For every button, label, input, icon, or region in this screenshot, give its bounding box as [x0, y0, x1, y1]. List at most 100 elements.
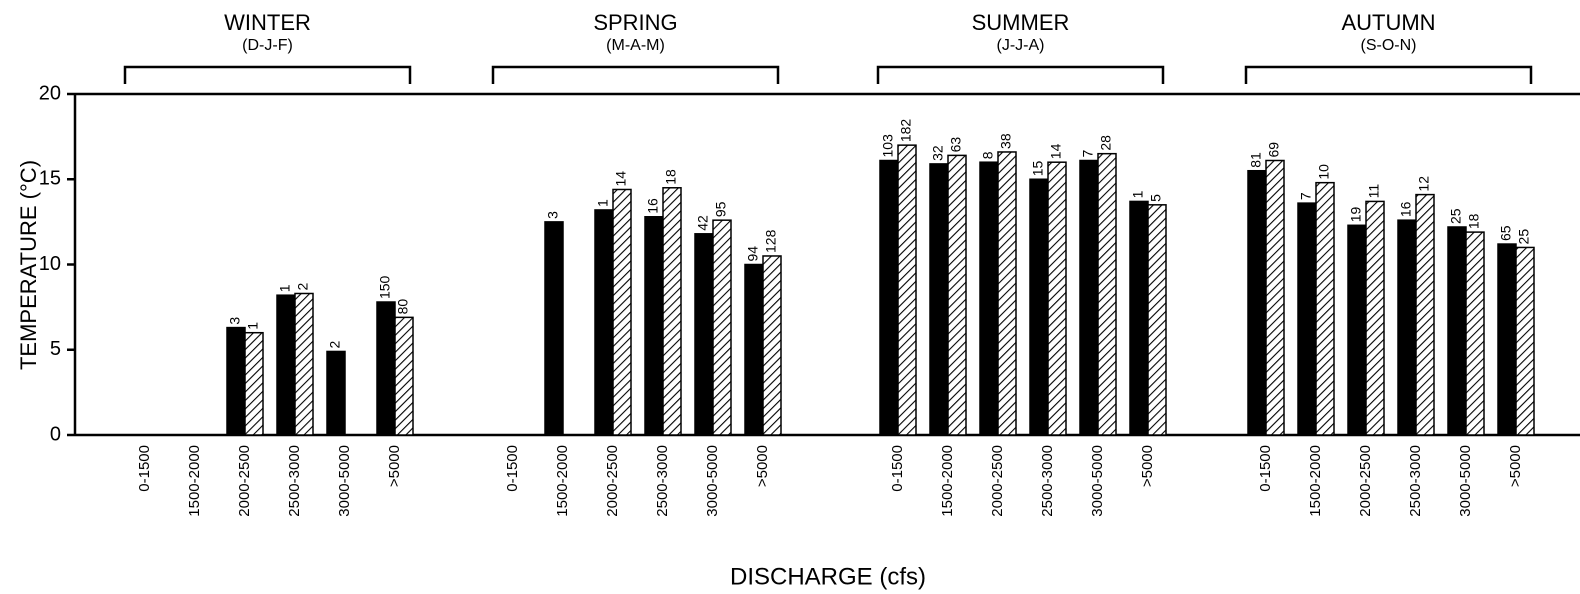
bar — [1029, 178, 1049, 436]
data-label: 7 — [1080, 149, 1096, 157]
x-tick-label: 3000-5000 — [1457, 445, 1474, 517]
bar — [979, 161, 999, 436]
data-label: 150 — [377, 275, 393, 299]
x-axis-label: DISCHARGE (cfs) — [730, 563, 926, 590]
bar — [644, 216, 664, 436]
bar — [1347, 224, 1367, 436]
bar — [1129, 200, 1149, 436]
data-label: 1 — [1130, 190, 1146, 198]
bar — [1147, 204, 1167, 436]
data-label: 14 — [1048, 143, 1064, 159]
data-label: 81 — [1248, 152, 1264, 168]
data-label: 63 — [948, 137, 964, 153]
data-label: 2 — [295, 282, 311, 290]
data-label: 103 — [880, 134, 896, 158]
bar — [947, 154, 967, 436]
data-label: 28 — [1098, 135, 1114, 151]
x-tick-label: 2000-2500 — [236, 445, 253, 517]
data-label: 1 — [595, 199, 611, 207]
bar — [1415, 193, 1435, 436]
bar — [1465, 231, 1485, 436]
data-label: 2 — [327, 340, 343, 348]
bar — [1079, 159, 1099, 436]
data-label: 18 — [1466, 213, 1482, 229]
data-label: 182 — [898, 119, 914, 143]
data-label: 8 — [980, 151, 996, 159]
data-label: 11 — [1366, 184, 1382, 199]
group-sublabel: (M-A-M) — [606, 37, 665, 54]
data-label: 25 — [1448, 208, 1464, 224]
x-tick-label: 0-1500 — [1257, 445, 1274, 492]
data-label: 69 — [1266, 142, 1282, 158]
x-tick-label: 1500-2000 — [1307, 445, 1324, 517]
data-label: 1 — [277, 284, 293, 292]
bar — [1047, 161, 1067, 436]
group-label: AUTUMN — [1341, 10, 1435, 35]
bar — [1097, 152, 1117, 436]
y-tick-label: 0 — [50, 423, 61, 445]
x-tick-label: 0-1500 — [504, 445, 521, 492]
bar — [612, 188, 632, 436]
bar — [1397, 219, 1417, 436]
y-tick-label: 15 — [39, 168, 61, 190]
data-label: 14 — [613, 171, 629, 187]
x-tick-label: 3000-5000 — [1089, 445, 1106, 517]
bar — [594, 209, 614, 436]
data-label: 5 — [1148, 194, 1164, 202]
x-tick-label: 1500-2000 — [939, 445, 956, 517]
x-tick-label: 2500-3000 — [1039, 445, 1056, 517]
data-label: 65 — [1498, 225, 1514, 241]
x-tick-label: 3000-5000 — [704, 445, 721, 517]
bar — [929, 163, 949, 436]
data-label: 95 — [713, 201, 729, 217]
x-tick-label: 2500-3000 — [654, 445, 671, 517]
data-label: 25 — [1516, 229, 1532, 245]
x-tick-label: >5000 — [754, 445, 771, 487]
bar — [879, 159, 899, 436]
data-label: 3 — [545, 211, 561, 219]
bar — [294, 292, 314, 436]
data-label: 80 — [395, 299, 411, 315]
y-tick-label: 20 — [39, 82, 61, 104]
bar — [712, 219, 732, 436]
group-bracket — [876, 65, 1165, 84]
bar — [1247, 169, 1267, 436]
group-sublabel: (S-O-N) — [1361, 37, 1417, 54]
data-label: 32 — [930, 145, 946, 161]
y-tick-label: 5 — [50, 338, 61, 360]
x-tick-label: >5000 — [386, 445, 403, 487]
bar — [997, 151, 1017, 436]
x-tick-label: 1500-2000 — [186, 445, 203, 517]
bar — [1297, 202, 1317, 436]
y-tick-label: 10 — [39, 253, 61, 275]
bar — [744, 263, 764, 436]
x-tick-label: >5000 — [1507, 445, 1524, 487]
bar — [662, 187, 682, 436]
group-bracket — [123, 65, 412, 84]
x-tick-label: >5000 — [1139, 445, 1156, 487]
group-bracket — [491, 65, 780, 84]
data-label: 38 — [998, 133, 1014, 149]
data-label: 94 — [745, 246, 761, 262]
group-label: WINTER — [224, 10, 311, 35]
bar — [1315, 181, 1335, 436]
data-label: 19 — [1348, 206, 1364, 222]
bar — [1265, 159, 1285, 436]
bar — [226, 326, 246, 436]
data-label: 42 — [695, 215, 711, 231]
bar — [544, 221, 564, 436]
bar — [762, 255, 782, 436]
group-bracket — [1244, 65, 1533, 84]
bar — [244, 331, 264, 436]
bar — [1515, 246, 1535, 436]
x-tick-label: 3000-5000 — [336, 445, 353, 517]
x-tick-label: 2500-3000 — [286, 445, 303, 517]
data-label: 128 — [763, 229, 779, 253]
bar — [694, 233, 714, 436]
x-tick-label: 2000-2500 — [1357, 445, 1374, 517]
y-axis-label: TEMPERATURE (°C) — [16, 160, 41, 370]
x-tick-label: 2000-2500 — [604, 445, 621, 517]
data-label: 3 — [227, 317, 243, 325]
bar — [1497, 243, 1517, 436]
